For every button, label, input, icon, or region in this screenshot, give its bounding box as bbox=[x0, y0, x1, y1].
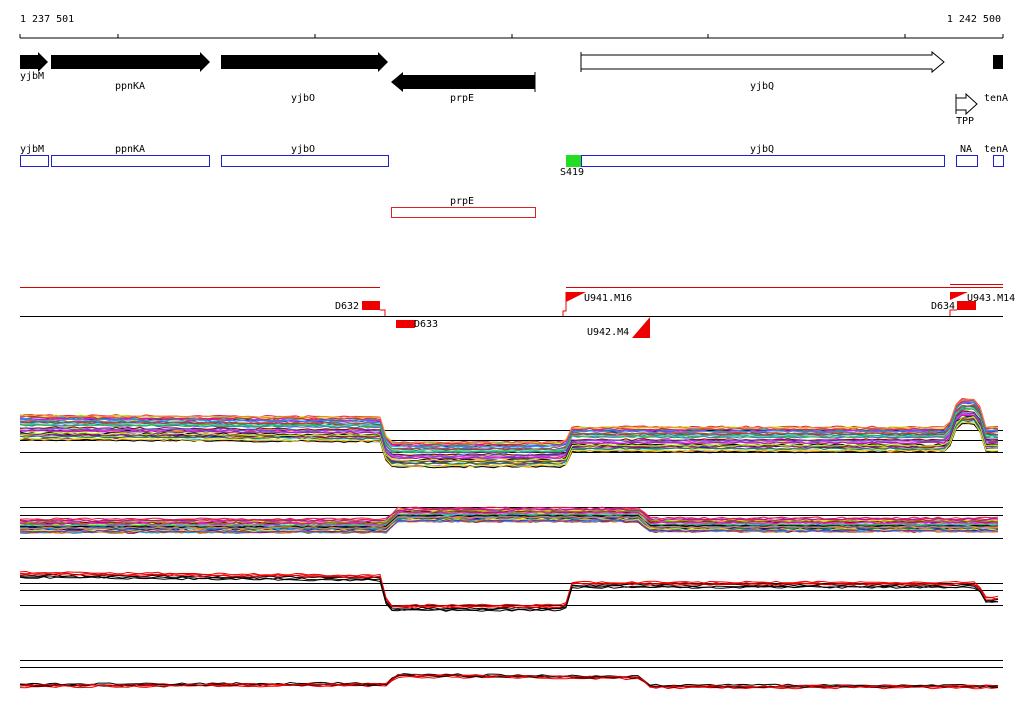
trace bbox=[19, 403, 999, 450]
trace bbox=[19, 575, 999, 611]
trace bbox=[19, 573, 999, 610]
probe-track bbox=[20, 284, 1003, 338]
probe-label: U942.M4 bbox=[587, 327, 629, 338]
trace bbox=[19, 407, 999, 453]
feature-label: prpE bbox=[450, 196, 474, 207]
gene-label: yjbM bbox=[20, 71, 44, 82]
feature-boxes bbox=[20, 155, 1004, 167]
trace bbox=[19, 570, 999, 607]
feature-label: tenA bbox=[984, 144, 1008, 155]
feature-label: NA bbox=[960, 144, 972, 155]
gene-label: tenA bbox=[984, 93, 1008, 104]
trace bbox=[19, 416, 999, 462]
trace bbox=[19, 415, 999, 462]
trace bbox=[19, 419, 999, 466]
trace bbox=[19, 406, 999, 453]
trace bbox=[19, 414, 998, 460]
feature-label: yjbO bbox=[291, 144, 315, 155]
trace bbox=[19, 421, 999, 468]
expression-traces bbox=[19, 398, 1003, 690]
trace bbox=[19, 573, 999, 609]
feature-box bbox=[566, 155, 581, 167]
feature-label: yjbM bbox=[20, 144, 44, 155]
trace bbox=[19, 673, 999, 688]
ruler-start: 1 237 501 bbox=[20, 14, 74, 25]
trace bbox=[19, 506, 999, 521]
probe-label: U943.M14 bbox=[967, 293, 1015, 304]
probe-label: U941.M16 bbox=[584, 293, 632, 304]
trace bbox=[19, 518, 999, 533]
probe-label: D633 bbox=[414, 319, 438, 330]
feature-label: S419 bbox=[560, 167, 584, 178]
gene-label: ppnKA bbox=[115, 81, 145, 92]
trace bbox=[19, 511, 999, 526]
trace bbox=[19, 411, 999, 458]
gene-label: yjbQ bbox=[750, 81, 774, 92]
ruler bbox=[19, 34, 1004, 39]
feature-label: yjbQ bbox=[750, 144, 774, 155]
trace bbox=[19, 673, 998, 687]
trace bbox=[19, 512, 999, 527]
gene-label: yjbO bbox=[291, 93, 315, 104]
trace bbox=[19, 399, 999, 444]
trace bbox=[19, 519, 999, 534]
trace bbox=[19, 401, 999, 448]
trace bbox=[19, 404, 999, 451]
trace bbox=[20, 510, 999, 525]
probe-label: D632 bbox=[335, 301, 359, 312]
gene-arrows bbox=[20, 50, 1003, 116]
gene-label: TPP bbox=[956, 116, 974, 127]
trace bbox=[19, 508, 998, 523]
probe-label: D634 bbox=[931, 301, 955, 312]
feature-box bbox=[391, 207, 536, 218]
feature-label: ppnKA bbox=[115, 144, 145, 155]
trace bbox=[19, 515, 999, 530]
gene-label: prpE bbox=[450, 93, 474, 104]
trace bbox=[19, 399, 999, 446]
ruler-end: 1 242 500 bbox=[947, 14, 1001, 25]
